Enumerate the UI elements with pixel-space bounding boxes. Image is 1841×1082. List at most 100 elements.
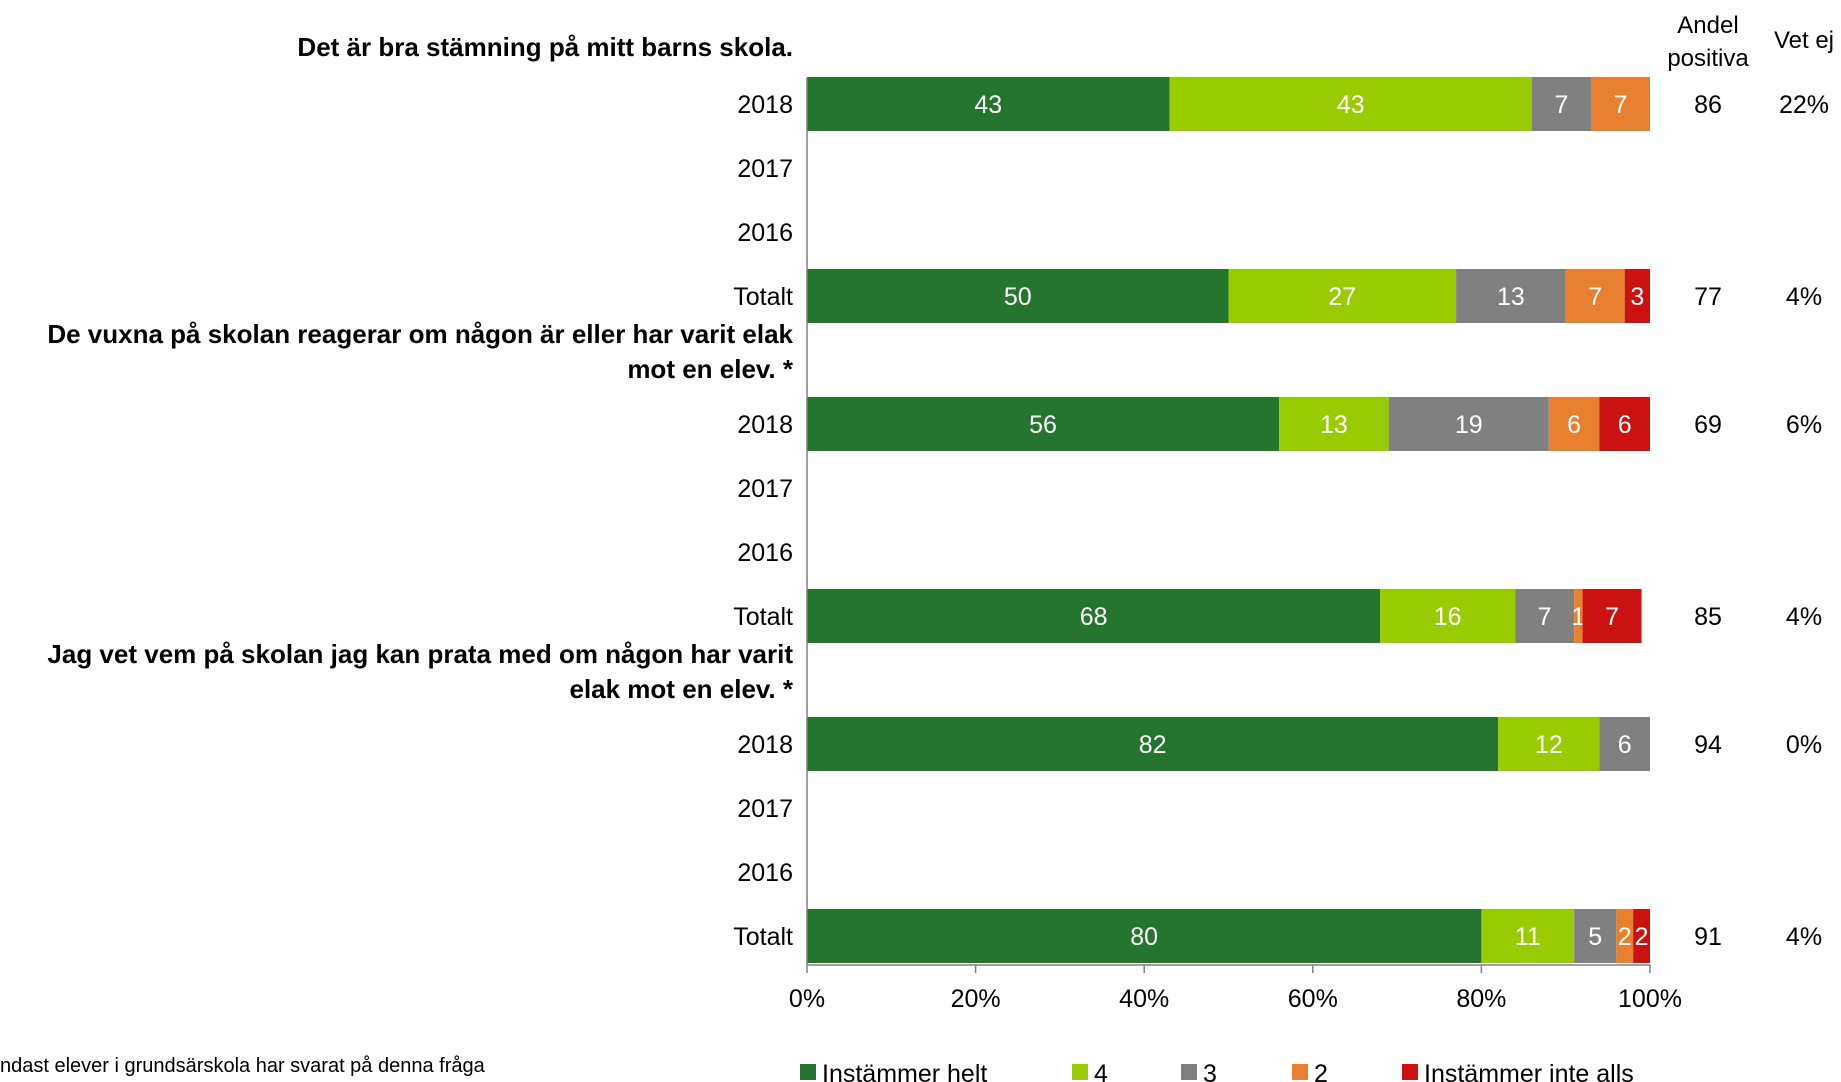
bar-value-label: 13 [1497, 283, 1525, 311]
bar-segment [1590, 77, 1650, 131]
bar-value-label: 7 [1605, 603, 1619, 631]
legend-label: Instämmer helt [822, 1060, 987, 1082]
legend-label: 2 [1314, 1060, 1328, 1082]
bar-segment [1599, 397, 1650, 451]
row-label: 2017 [737, 155, 793, 183]
bar-value-label: 80 [1130, 923, 1158, 951]
vet-ej-value: 4% [1786, 603, 1822, 631]
bar-value-label: 7 [1555, 91, 1569, 119]
x-tick-label: 40% [1119, 985, 1169, 1013]
bar-segment [807, 717, 1499, 771]
bar-segment [1599, 717, 1650, 771]
bar-value-label: 7 [1588, 283, 1602, 311]
bar-value-label: 6 [1618, 731, 1632, 759]
row-label: 2018 [737, 731, 793, 759]
x-tick-label: 60% [1288, 985, 1338, 1013]
bar-segment [807, 269, 1229, 323]
bar-segment [1456, 269, 1566, 323]
legend-swatch [1072, 1064, 1088, 1080]
legend-swatch [1292, 1064, 1308, 1080]
bar-segment [807, 77, 1170, 131]
andel-positiva-value: 91 [1694, 923, 1722, 951]
x-tick-label: 80% [1456, 985, 1506, 1013]
bar-value-label: 2 [1635, 923, 1649, 951]
row-label: Totalt [733, 603, 793, 631]
bar-segment [1169, 77, 1532, 131]
legend-swatch [800, 1064, 816, 1080]
row-label: 2018 [737, 411, 793, 439]
question-title: Det är bra stämning på mitt barns skola. [297, 32, 793, 62]
vet-ej-value: 0% [1786, 731, 1822, 759]
vet-ej-value: 22% [1779, 91, 1829, 119]
bar-value-label: 43 [974, 91, 1002, 119]
row-label: 2016 [737, 539, 793, 567]
bar-value-label: 82 [1139, 731, 1167, 759]
andel-header-line1: Andel [1677, 12, 1738, 39]
bar-segment [1531, 77, 1591, 131]
bar-segment [1388, 397, 1549, 451]
bar-segment [1574, 909, 1617, 963]
bar-value-label: 5 [1588, 923, 1602, 951]
x-tick-label: 20% [951, 985, 1001, 1013]
bar-segment [807, 397, 1280, 451]
bar-value-label: 50 [1004, 283, 1032, 311]
bar-value-label: 2 [1618, 923, 1632, 951]
bar-value-label: 68 [1080, 603, 1108, 631]
vet-ej-value: 4% [1786, 923, 1822, 951]
andel-positiva-value: 86 [1694, 91, 1722, 119]
bar-segment [807, 589, 1381, 643]
bar-value-label: 27 [1328, 283, 1356, 311]
bar-segment [1380, 589, 1516, 643]
question-title: De vuxna på skolan reagerar om någon är … [47, 319, 793, 349]
bar-segment [1515, 589, 1575, 643]
andel-positiva-value: 69 [1694, 411, 1722, 439]
bar-segment [1279, 397, 1389, 451]
bar-value-label: 7 [1614, 91, 1628, 119]
bar-value-label: 6 [1567, 411, 1581, 439]
question-title: mot en elev. * [627, 354, 794, 384]
bar-segment [807, 909, 1482, 963]
row-label: 2018 [737, 91, 793, 119]
row-label: 2016 [737, 219, 793, 247]
row-label: 2017 [737, 475, 793, 503]
bar-value-label: 19 [1455, 411, 1483, 439]
legend-label: 3 [1203, 1060, 1217, 1082]
bar-segment [1633, 909, 1650, 963]
andel-positiva-value: 85 [1694, 603, 1722, 631]
andel-header-line2: positiva [1667, 45, 1749, 72]
legend-label: Instämmer inte alls [1424, 1060, 1634, 1082]
bar-segment [1565, 269, 1625, 323]
bar-segment [1616, 909, 1634, 963]
bar-segment [1481, 909, 1575, 963]
bar-value-label: 12 [1535, 731, 1563, 759]
bar-segment [1582, 589, 1642, 643]
bar-value-label: 3 [1630, 283, 1644, 311]
legend-label: 4 [1094, 1060, 1108, 1082]
x-tick-label: 0% [789, 985, 825, 1013]
bar-value-label: 7 [1538, 603, 1552, 631]
bar-value-label: 16 [1434, 603, 1462, 631]
bar-segment [1624, 269, 1650, 323]
bar-value-label: 43 [1337, 91, 1365, 119]
legend-swatch [1402, 1064, 1418, 1080]
bar-segment [1548, 397, 1600, 451]
question-title: elak mot en elev. * [569, 674, 793, 704]
row-label: 2016 [737, 859, 793, 887]
bar-segment [1574, 589, 1583, 643]
question-title: Jag vet vem på skolan jag kan prata med … [47, 639, 793, 669]
row-label: Totalt [733, 923, 793, 951]
bar-segment [1498, 717, 1600, 771]
bar-value-label: 11 [1515, 923, 1541, 951]
bar-segment [1228, 269, 1457, 323]
legend-swatch [1181, 1064, 1197, 1080]
x-tick-label: 100% [1618, 985, 1682, 1013]
row-label: Totalt [733, 283, 793, 311]
andel-positiva-value: 77 [1694, 283, 1722, 311]
vet-ej-value: 6% [1786, 411, 1822, 439]
bar-value-label: 56 [1029, 411, 1057, 439]
row-label: 2017 [737, 795, 793, 823]
bar-value-label: 6 [1618, 411, 1632, 439]
vet-ej-value: 4% [1786, 283, 1822, 311]
vetej-header: Vet ej [1774, 27, 1834, 54]
